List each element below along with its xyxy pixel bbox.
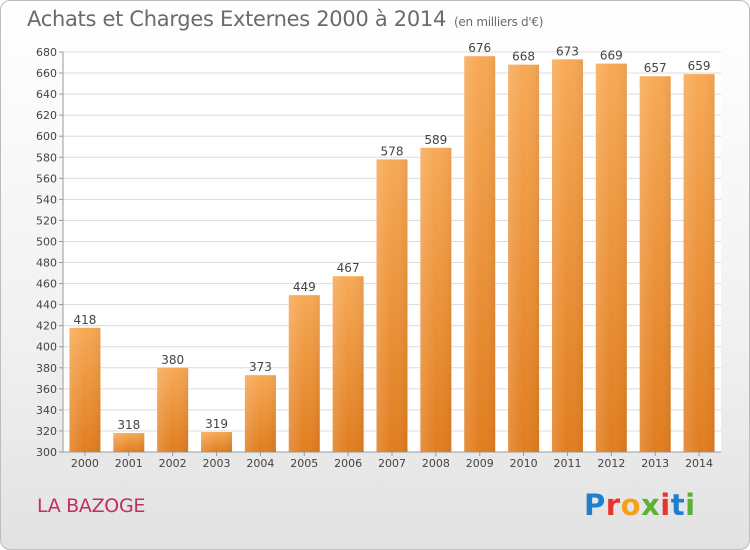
y-tick-label: 440 (36, 299, 57, 312)
y-tick-label: 420 (36, 320, 57, 333)
bar-shade (683, 74, 715, 453)
x-tick-label: 2007 (378, 457, 406, 470)
y-tick-label: 620 (36, 109, 57, 122)
x-tick-label: 2000 (71, 457, 99, 470)
x-tick-label: 2011 (553, 457, 581, 470)
x-tick-label: 2012 (597, 457, 625, 470)
x-tick-label: 2005 (290, 457, 318, 470)
logo-letter: i (685, 488, 696, 522)
y-tick-label: 340 (36, 404, 57, 417)
bar-value-label: 373 (249, 360, 272, 374)
y-tick-label: 560 (36, 172, 57, 185)
chart-title: Achats et Charges Externes 2000 à 2014 (e… (27, 7, 543, 31)
bar-shade (639, 76, 671, 453)
logo-letter: r (605, 488, 621, 522)
bar-shade (508, 64, 540, 452)
x-tick-label: 2003 (203, 457, 231, 470)
y-tick-label: 460 (36, 278, 57, 291)
bar-value-label: 676 (468, 41, 491, 55)
bar-shade (288, 295, 320, 452)
bar-value-label: 589 (424, 133, 447, 147)
logo-letter: o (620, 488, 642, 522)
y-tick-label: 360 (36, 383, 57, 396)
bar-shade (201, 432, 233, 452)
bar-shade (69, 327, 101, 452)
bar-value-label: 659 (688, 59, 711, 73)
x-tick-label: 2008 (422, 457, 450, 470)
bar-value-label: 449 (293, 280, 316, 294)
bar-value-label: 319 (205, 417, 228, 431)
x-tick-label: 2009 (466, 457, 494, 470)
logo-letter: P (584, 488, 606, 522)
y-tick-label: 380 (36, 362, 57, 375)
bar-value-label: 673 (556, 44, 579, 58)
bar-shade (244, 375, 276, 452)
logo-letter: x (641, 488, 661, 522)
bar-shade (551, 59, 583, 453)
bar-shade (595, 63, 627, 452)
bar-shade (376, 159, 408, 453)
y-tick-label: 680 (36, 46, 57, 59)
y-tick-label: 640 (36, 88, 57, 101)
y-tick-label: 540 (36, 193, 57, 206)
bar-value-label: 657 (644, 61, 667, 75)
y-tick-label: 320 (36, 425, 57, 438)
proxiti-logo: Proxiti (584, 488, 696, 522)
y-tick-label: 520 (36, 214, 57, 227)
x-tick-label: 2002 (159, 457, 187, 470)
bar-value-label: 380 (161, 353, 184, 367)
x-tick-label: 2001 (115, 457, 143, 470)
bar-value-label: 668 (512, 50, 535, 64)
bar-value-label: 467 (337, 261, 360, 275)
bar-shade (332, 276, 364, 452)
bar-value-label: 578 (381, 144, 404, 158)
x-tick-label: 2006 (334, 457, 362, 470)
bar-value-label: 318 (117, 418, 140, 432)
y-tick-label: 400 (36, 341, 57, 354)
x-tick-label: 2013 (641, 457, 669, 470)
y-tick-label: 500 (36, 235, 57, 248)
y-tick-label: 580 (36, 151, 57, 164)
y-tick-label: 600 (36, 130, 57, 143)
bar-value-label: 418 (73, 313, 96, 327)
bar-shade (157, 367, 189, 452)
logo-letter: i (660, 488, 671, 522)
commune-name: LA BAZOGE (37, 495, 146, 517)
bar-shade (420, 147, 452, 452)
x-tick-label: 2014 (685, 457, 713, 470)
x-tick-label: 2004 (246, 457, 274, 470)
chart-unit: (en milliers d'€) (454, 15, 544, 29)
chart-title-text: Achats et Charges Externes 2000 à 2014 (27, 7, 447, 31)
bar-value-label: 669 (600, 49, 623, 63)
x-tick-label: 2010 (510, 457, 538, 470)
y-tick-label: 480 (36, 257, 57, 270)
bar-shade (113, 433, 145, 452)
bar-shade (464, 56, 496, 453)
logo-letter: t (670, 488, 686, 522)
y-tick-label: 660 (36, 67, 57, 80)
y-tick-label: 300 (36, 446, 57, 459)
